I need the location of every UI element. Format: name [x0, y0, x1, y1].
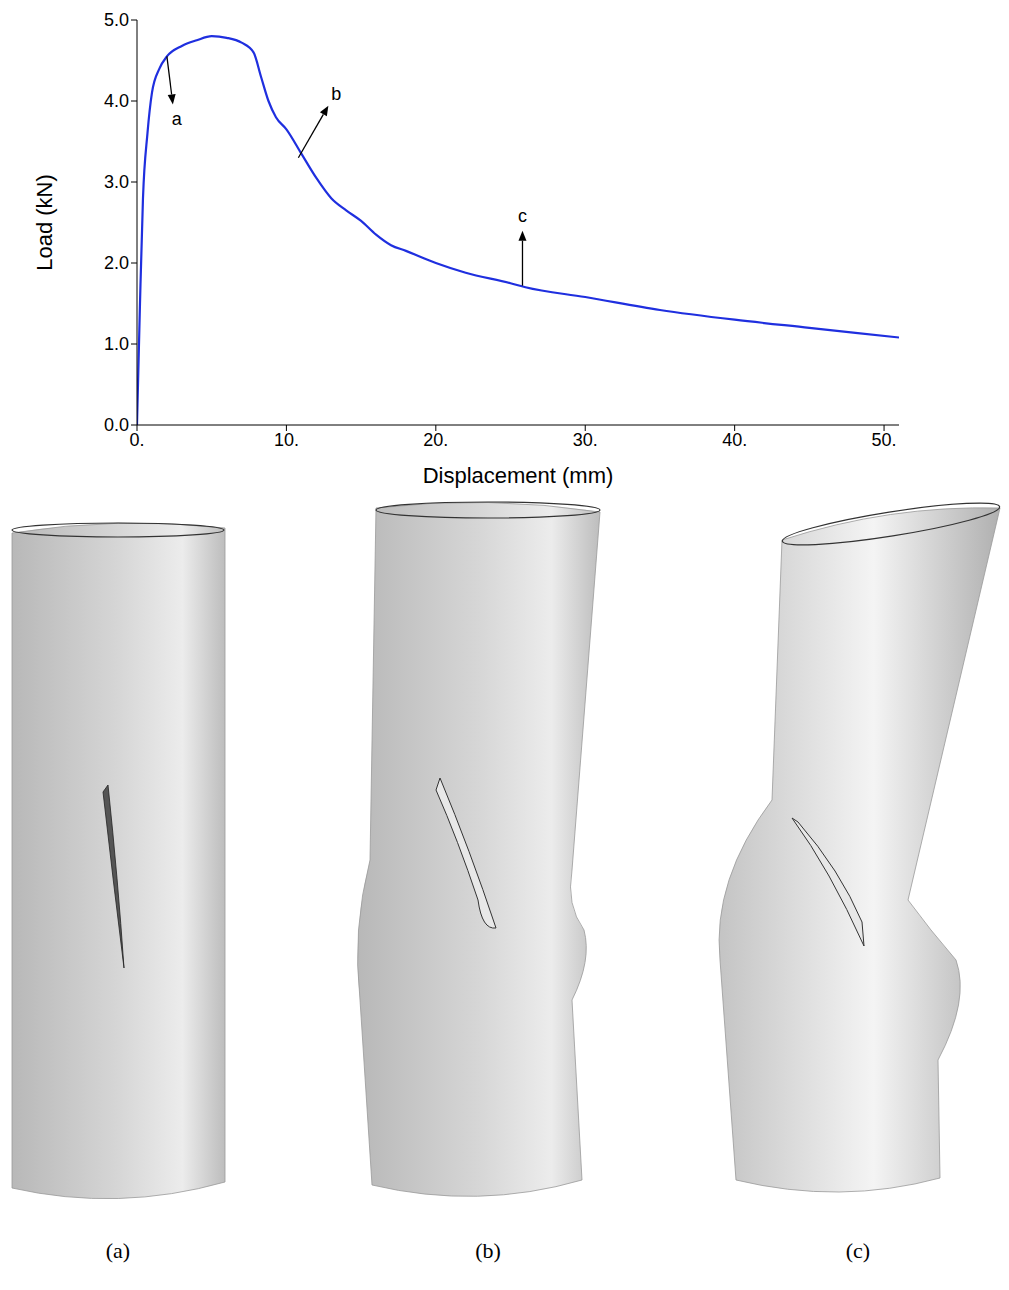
- svg-text:2.0: 2.0: [104, 253, 129, 273]
- svg-text:0.0: 0.0: [104, 415, 129, 435]
- svg-text:40.: 40.: [722, 430, 747, 450]
- svg-text:5.0: 5.0: [104, 10, 129, 30]
- svg-text:Displacement (mm): Displacement (mm): [423, 463, 614, 488]
- svg-text:c: c: [518, 206, 527, 226]
- svg-text:Load (kN): Load (kN): [32, 174, 57, 271]
- svg-text:(c): (c): [846, 1238, 870, 1263]
- svg-text:1.0: 1.0: [104, 334, 129, 354]
- svg-text:3.0: 3.0: [104, 172, 129, 192]
- svg-text:(a): (a): [106, 1238, 130, 1263]
- svg-text:a: a: [172, 109, 183, 129]
- svg-text:(b): (b): [475, 1238, 501, 1263]
- svg-text:10.: 10.: [274, 430, 299, 450]
- svg-text:0.: 0.: [129, 430, 144, 450]
- svg-text:4.0: 4.0: [104, 91, 129, 111]
- svg-text:b: b: [331, 84, 341, 104]
- svg-text:30.: 30.: [573, 430, 598, 450]
- svg-text:50.: 50.: [872, 430, 897, 450]
- svg-text:20.: 20.: [423, 430, 448, 450]
